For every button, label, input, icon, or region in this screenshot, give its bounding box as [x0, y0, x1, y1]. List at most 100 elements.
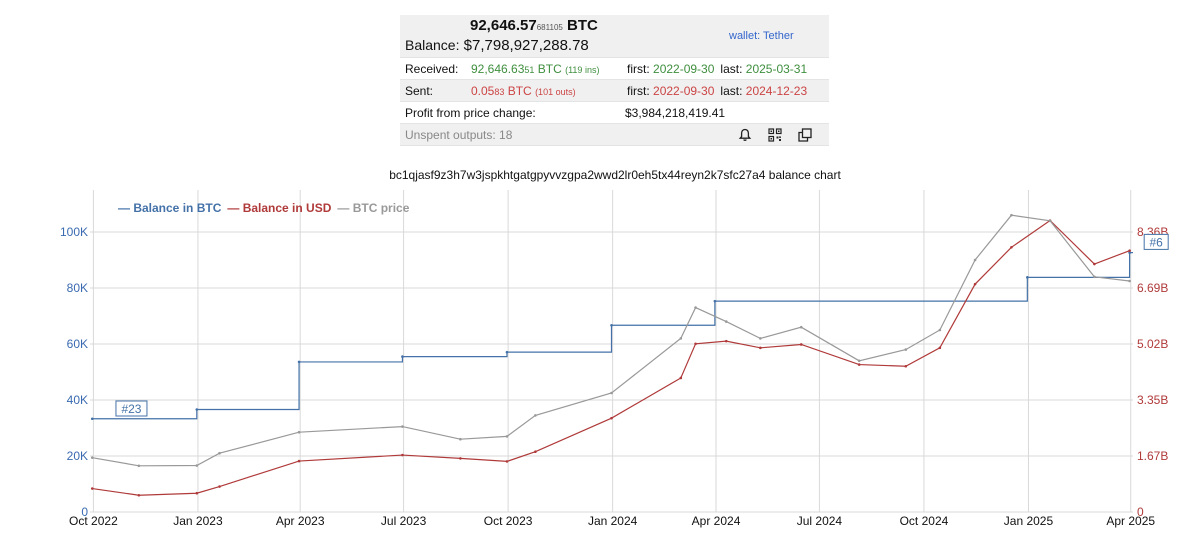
- copy-icon[interactable]: [798, 127, 812, 142]
- y-tick-left: 20K: [67, 449, 88, 463]
- legend-entry: — BTC price: [337, 201, 409, 215]
- data-point: [857, 359, 861, 363]
- y-tick-left: 0: [81, 505, 88, 519]
- data-point: [938, 328, 942, 332]
- data-point: [90, 487, 94, 490]
- balance-btc-small: 681105: [536, 23, 563, 32]
- data-point: [505, 435, 509, 438]
- data-point: [195, 464, 199, 467]
- unspent-row: Unspent outputs: 18: [400, 124, 829, 146]
- data-point: [610, 416, 613, 420]
- x-tick: Jan 2024: [588, 514, 638, 528]
- received-ins: (119 ins): [565, 64, 600, 75]
- data-point: [973, 282, 977, 286]
- data-point: [724, 320, 728, 323]
- received-last-date: 2025-03-31: [745, 61, 808, 76]
- y-tick-right: 5.02B: [1137, 337, 1168, 351]
- y-axis-left-ticks: 0 20K 40K 60K 80K 100K: [60, 225, 88, 519]
- x-axis-ticks: Oct 2022 Jan 2023 Apr 2023 Jul 2023 Oct 2023…: [69, 514, 1155, 528]
- annotation-flag: #6: [1143, 233, 1169, 250]
- balance-btc-main: 92,646.57: [470, 17, 537, 34]
- sent-last-date: 2024-12-23: [745, 83, 808, 98]
- y-tick-right: 1.67B: [1137, 449, 1168, 463]
- data-point: [90, 456, 94, 459]
- data-point: [297, 360, 301, 364]
- sent-first: first: 2022-09-30: [627, 84, 714, 98]
- qr-code-icon[interactable]: [768, 127, 782, 142]
- received-last: last: 2025-03-31: [720, 62, 807, 76]
- sent-row: Sent: 0.0583 BTC (101 outs) first: 2022-…: [400, 80, 829, 102]
- data-point: [1093, 262, 1096, 266]
- series-line-balance-in-btc: [92, 251, 1133, 420]
- received-row: Received: 92,646.6351 BTC (119 ins) firs…: [400, 58, 829, 80]
- x-tick: Apr 2023: [276, 514, 325, 528]
- x-tick: Jan 2025: [1004, 514, 1054, 528]
- balance-summary: 92,646.57681105 BTC Balance: $7,798,927,…: [400, 15, 829, 146]
- annotation-box: [115, 400, 148, 417]
- data-point: [1128, 249, 1131, 252]
- legend-entry: — Balance in BTC: [118, 201, 222, 215]
- data-point: [1128, 279, 1131, 283]
- chart-annotations: #23 #6: [115, 233, 1169, 417]
- y-tick-left: 40K: [67, 393, 88, 407]
- received-first-date: 2022-09-30: [653, 61, 715, 76]
- data-point: [401, 425, 404, 428]
- data-point: [195, 408, 199, 411]
- data-point: [505, 460, 509, 463]
- x-tick: Jul 2023: [381, 514, 427, 528]
- balance-chart: 0 20K 40K 60K 80K 100K 0 1.67B 3.35B 5.02B 6.69B 8…: [60, 190, 1169, 528]
- sent-first-label: first:: [627, 83, 650, 98]
- received-amount: 92,646.6351 BTC (119 ins): [471, 62, 627, 76]
- data-point: [401, 355, 404, 358]
- sent-first-date: 2022-09-30: [653, 83, 715, 98]
- data-point: [799, 343, 803, 346]
- data-point: [610, 323, 613, 327]
- sent-btc-unit: BTC: [507, 83, 532, 98]
- balance-row: 92,646.57681105 BTC Balance: $7,798,927,…: [400, 15, 829, 58]
- received-first: first: 2022-09-30: [627, 62, 714, 76]
- sent-amount: 0.0583 BTC (101 outs): [471, 84, 627, 98]
- data-point: [218, 485, 221, 488]
- sent-last: last: 2024-12-23: [720, 84, 807, 98]
- data-point: [1010, 213, 1013, 217]
- data-point: [904, 348, 908, 351]
- annotation-box: [1143, 233, 1169, 250]
- data-point: [724, 339, 728, 343]
- balance-label: Balance:: [405, 37, 460, 53]
- data-point: [297, 430, 301, 434]
- sent-label: Sent:: [405, 83, 434, 98]
- data-point: [401, 453, 404, 457]
- data-point: [90, 417, 94, 421]
- balance-usd: $7,798,927,288.78: [463, 37, 589, 54]
- data-point: [759, 346, 762, 350]
- bell-icon[interactable]: [738, 128, 752, 142]
- y-tick-left: 80K: [67, 281, 88, 295]
- data-point: [137, 493, 141, 497]
- annotation-label: #23: [121, 402, 141, 416]
- sent-last-label: last:: [720, 83, 743, 98]
- data-point: [679, 337, 683, 340]
- data-point: [534, 450, 537, 453]
- profit-value: $3,984,218,419.41: [625, 105, 726, 120]
- balance-btc: 92,646.57681105 BTC: [405, 17, 699, 36]
- data-point: [459, 457, 462, 460]
- data-point: [759, 337, 762, 340]
- received-first-label: first:: [627, 61, 650, 76]
- chart-series: [90, 213, 1133, 497]
- data-point: [857, 363, 861, 366]
- x-tick: Jan 2023: [173, 514, 223, 528]
- data-point: [1128, 251, 1131, 254]
- data-point: [534, 414, 537, 417]
- y-tick-right: 0: [1137, 505, 1144, 519]
- received-last-label: last:: [720, 61, 743, 76]
- data-point: [904, 364, 908, 368]
- data-point: [799, 325, 803, 329]
- y-tick-left: 60K: [67, 337, 88, 351]
- toolbar: [738, 127, 826, 142]
- chart-legend: — Balance in BTC — Balance in USD — BTC pr…: [118, 201, 410, 215]
- y-tick-right: 3.35B: [1137, 393, 1168, 407]
- data-point: [1093, 275, 1096, 279]
- wallet-link[interactable]: wallet: Tether: [729, 30, 794, 42]
- x-tick: Apr 2025: [1106, 514, 1155, 528]
